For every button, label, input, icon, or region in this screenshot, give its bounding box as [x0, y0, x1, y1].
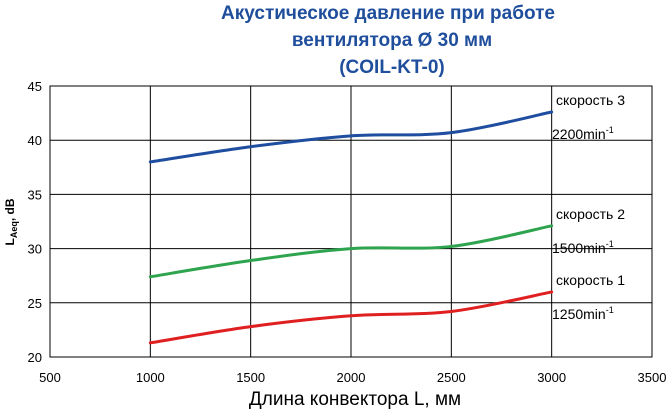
series-speed-exponent-s2: -1: [606, 239, 614, 249]
chart-title-line-2: вентилятора Ø 30 мм: [292, 30, 492, 51]
series-speed-value-s2: 1500min: [552, 240, 606, 256]
x-axis-label: Длина конвектора L, мм: [249, 389, 461, 410]
y-tick-label-25: 25: [28, 296, 42, 311]
x-tick-label-500: 500: [39, 370, 61, 385]
x-tick-label-2500: 2500: [437, 370, 466, 385]
x-tick-label-1000: 1000: [136, 370, 165, 385]
y-axis-ticks: 20 25 30 35 40 45: [28, 79, 42, 365]
y-axis-label-main: L: [3, 238, 17, 245]
series-speed-s2: 1500min-1: [552, 239, 614, 256]
x-tick-label-1500: 1500: [236, 370, 265, 385]
x-axis-ticks: 500 1000 1500 2000 2500 3000 3500: [39, 370, 666, 385]
series-speed-value-s3: 2200min: [552, 126, 606, 142]
y-axis-label-sub: Aeq: [9, 221, 19, 238]
series-speed-s1: 1250min-1: [552, 305, 614, 322]
series-label-s1: скорость 1: [556, 272, 625, 288]
y-tick-label-20: 20: [28, 350, 42, 365]
y-axis-label: LAeq, dB: [3, 198, 19, 245]
chart-title-line-3: (COIL-KT-0): [339, 57, 445, 78]
series-label-s2: скорость 2: [556, 206, 625, 222]
chart-title-line-1: Акустическое давление при работе: [221, 3, 555, 24]
y-tick-label-30: 30: [28, 242, 42, 257]
series-speed-exponent-s1: -1: [606, 305, 614, 315]
y-tick-label-35: 35: [28, 187, 42, 202]
series-label-s3: скорость 3: [556, 92, 625, 108]
series-speed-value-s1: 1250min: [552, 306, 606, 322]
y-axis-label-suffix: , dB: [3, 198, 17, 221]
y-tick-label-45: 45: [28, 79, 42, 94]
series-speed-exponent-s3: -1: [606, 125, 614, 135]
y-tick-label-40: 40: [28, 133, 42, 148]
series-speed-s3: 2200min-1: [552, 125, 614, 142]
series-lines: [148, 110, 554, 345]
x-tick-label-3500: 3500: [638, 370, 667, 385]
plot-area-border: [49, 85, 653, 358]
x-tick-label-3000: 3000: [537, 370, 566, 385]
x-tick-label-2000: 2000: [337, 370, 366, 385]
